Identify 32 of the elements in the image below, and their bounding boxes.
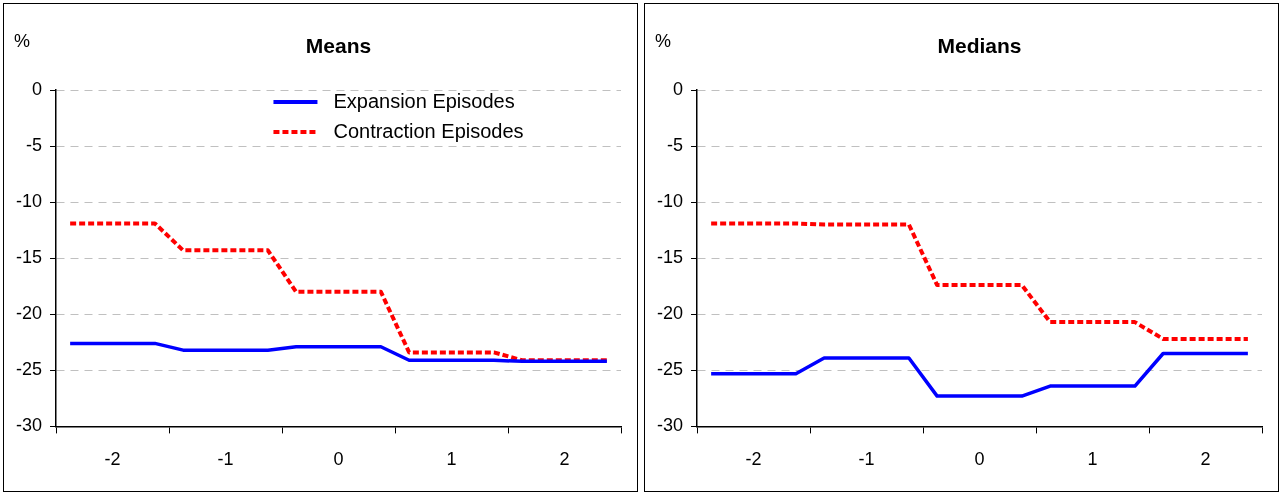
x-tick-label: -2	[104, 449, 121, 470]
legend-label: Contraction Episodes	[333, 119, 524, 142]
x-tick-label: -2	[745, 449, 762, 470]
x-tick-label: 0	[974, 449, 985, 470]
y-tick-label: -30	[16, 415, 43, 436]
x-tick-label: 2	[1200, 449, 1211, 470]
x-tick-label: 0	[333, 449, 344, 470]
y-axis-title: %	[14, 30, 31, 51]
legend-label: Expansion Episodes	[333, 89, 515, 112]
y-tick-label: -25	[657, 359, 684, 380]
x-tick-label: 1	[446, 449, 457, 470]
chart-title: Medians	[937, 33, 1022, 57]
y-tick-label: 0	[673, 78, 684, 99]
y-tick-label: -5	[26, 135, 43, 156]
y-tick-label: -30	[657, 415, 684, 436]
y-tick-label: -20	[16, 303, 43, 324]
x-tick-label: -1	[217, 449, 234, 470]
y-tick-label: -10	[657, 191, 684, 212]
y-tick-label: -20	[657, 303, 684, 324]
line-series	[68, 221, 609, 363]
y-tick-label: -15	[16, 247, 43, 268]
y-tick-label: -15	[657, 247, 684, 268]
chart-title: Means	[305, 33, 372, 57]
y-tick-label: -25	[16, 359, 43, 380]
line-series	[709, 221, 1250, 341]
y-tick-label: -10	[16, 191, 43, 212]
x-tick-label: 1	[1087, 449, 1098, 470]
y-tick-label: 0	[32, 78, 43, 99]
x-tick-label: -1	[858, 449, 875, 470]
y-axis-title: %	[655, 30, 672, 51]
y-tick-label: -5	[667, 135, 684, 156]
x-tick-label: 2	[559, 449, 570, 470]
